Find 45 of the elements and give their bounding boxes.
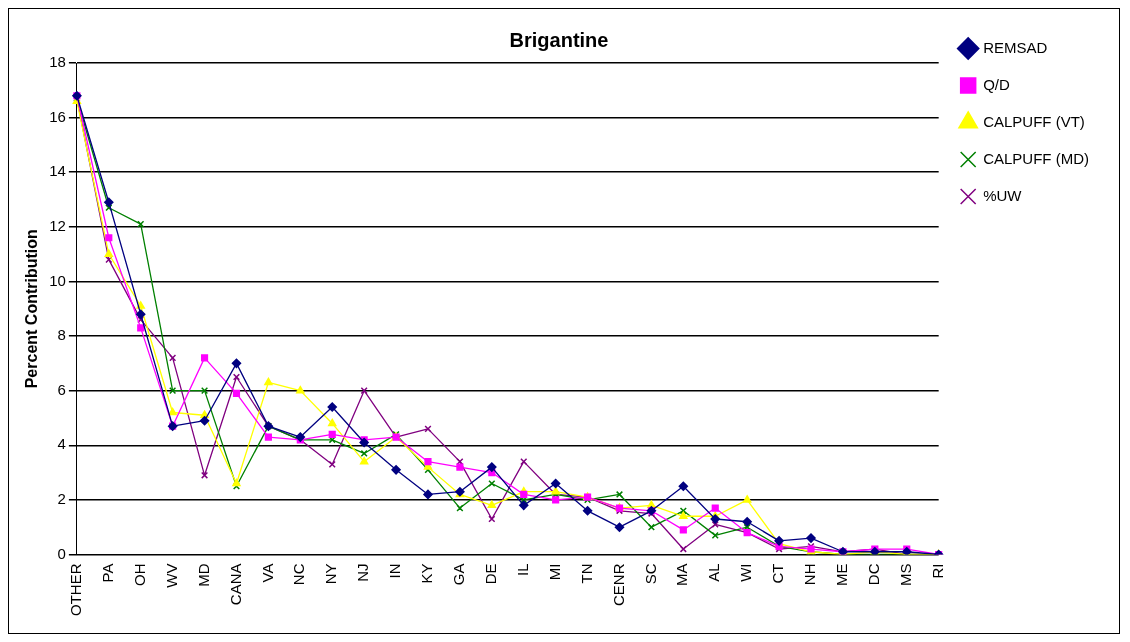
x-tick-label: WI — [737, 563, 755, 582]
x-tick-label: IN — [386, 563, 404, 579]
y-axis-title: Percent Contribution — [23, 229, 41, 389]
x-tick-label: CENR — [609, 563, 627, 607]
y-tick-label: 2 — [57, 490, 66, 508]
x-tick-label: MI — [545, 563, 563, 581]
y-tick-label: 16 — [49, 107, 66, 125]
y-tick-label: 4 — [57, 435, 66, 453]
x-tick-label: OTHER — [67, 563, 85, 616]
x-tick-label: VA — [258, 563, 276, 583]
x-tick-label: WV — [162, 563, 180, 588]
x-tick-label: TN — [577, 563, 595, 584]
y-tick-label: 0 — [57, 544, 66, 562]
x-tick-label: GA — [450, 563, 468, 586]
x-tick-label: MA — [673, 563, 691, 586]
x-tick-label: IL — [513, 563, 531, 577]
y-tick-label: 6 — [57, 380, 66, 398]
x-tick-label: KY — [418, 563, 436, 584]
chart-title: Brigantine — [509, 28, 609, 51]
x-tick-label: PA — [98, 563, 116, 583]
x-tick-label: RI — [928, 563, 946, 579]
x-tick-label: CT — [769, 563, 787, 584]
y-tick-label: 14 — [49, 162, 66, 180]
x-tick-label: NC — [290, 563, 308, 586]
x-tick-label: NY — [322, 563, 340, 585]
x-tick-label: OH — [130, 563, 148, 586]
y-tick-label: 12 — [49, 216, 66, 234]
y-tick-label: 10 — [49, 271, 66, 289]
legend-label: REMSAD — [983, 38, 1048, 56]
y-tick-label: 18 — [49, 53, 66, 71]
x-tick-label: MD — [194, 563, 212, 587]
legend-label: Q/D — [983, 75, 1011, 93]
x-tick-label: DE — [481, 563, 499, 585]
x-tick-label: NH — [801, 563, 819, 586]
x-tick-label: ME — [833, 563, 851, 586]
x-tick-label: SC — [641, 563, 659, 585]
x-tick-label: DC — [864, 563, 882, 586]
legend-label: CALPUFF (MD) — [983, 149, 1089, 167]
x-tick-label: AL — [705, 563, 723, 582]
y-tick-label: 8 — [57, 326, 66, 344]
x-tick-label: NJ — [354, 563, 372, 582]
legend-label: CALPUFF (VT) — [983, 112, 1085, 130]
legend-label: %UW — [983, 186, 1023, 204]
x-tick-label: CANA — [226, 563, 244, 606]
x-tick-label: MS — [896, 563, 914, 586]
